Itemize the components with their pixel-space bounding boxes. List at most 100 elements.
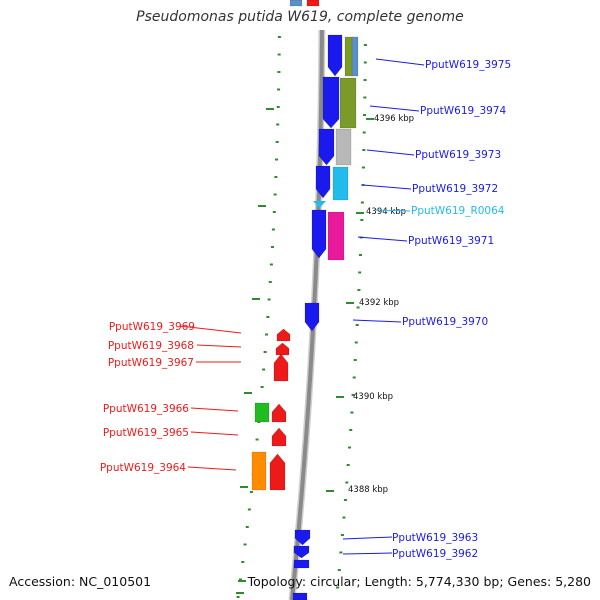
scale-tick-inner [269,263,273,266]
gene-label-leader [366,149,415,156]
gene-label: PputW619_3966 [103,403,189,415]
scale-tick-major [244,392,252,394]
scale-tick-inner [249,491,253,493]
gene-arrow [275,342,290,356]
scale-tick-outer [352,376,356,379]
scale-tick-outer [345,481,349,484]
cog-category-box [327,211,345,261]
scale-tick-inner [266,316,270,318]
gene-label: PputW619_3962 [392,548,478,560]
cog-category-box [351,36,359,77]
scale-tick-inner [274,176,278,178]
gene-label-leader [190,431,239,436]
cog-category-box [339,77,357,129]
scale-tick-inner [260,386,264,388]
scale-tick-inner [243,543,247,546]
gene-label-leader [375,58,425,66]
scale-tick-inner [273,193,277,196]
gene-label-leader [352,319,402,323]
scale-tick-outer [355,324,359,326]
scale-tick-outer [358,271,362,274]
scale-tick-inner [255,438,259,441]
scale-tick-inner [238,578,242,581]
gene-label-leader [357,236,408,242]
scale-tick-major [336,396,344,398]
scale-tick-outer [363,44,367,46]
scale-tick-outer [336,586,340,589]
gene-arrow [273,353,289,382]
scale-tick-outer [360,219,364,221]
gene-label-leader [179,325,242,334]
gene-label: PputW619_3975 [425,59,511,71]
scale-tick-inner [270,246,274,248]
scale-label: 4390 kbp [353,392,393,402]
scale-tick-outer [362,149,366,151]
gene-label: PputW619_R0064 [411,205,505,217]
scale-tick-major [258,205,266,207]
scale-tick-outer [360,201,364,204]
cog-category-box [254,402,270,423]
scale-tick-inner [275,158,279,161]
scale-tick-outer [363,61,367,64]
partial-gene-top [306,0,320,7]
scale-tick-outer [339,551,343,554]
scale-tick-outer [350,411,354,414]
gene-label-leader [362,184,412,190]
scale-tick-inner [245,526,249,528]
gene-label: PputW619_3972 [412,183,498,195]
scale-tick-outer [346,464,350,466]
partial-gene-top [289,0,303,7]
gene-arrow [271,403,287,423]
scale-tick-major [238,580,246,582]
cog-category-box [332,166,349,201]
scale-tick-outer [358,254,362,256]
scale-tick-outer [351,394,355,396]
gene-arrow [322,76,340,129]
scale-tick-major [346,302,354,304]
gene-label: PputW619_3970 [402,316,488,328]
accession-label: Accession: NC_010501 [9,574,152,589]
gene-label: PputW619_3969 [109,321,195,333]
gene-label: PputW619_3971 [408,235,494,247]
gene-label: PputW619_3968 [108,340,194,352]
scale-tick-inner [247,508,251,511]
gene-arrow [311,209,327,259]
scale-tick-outer [340,534,344,536]
scale-label: 4392 kbp [359,298,399,308]
gene-arrow [271,427,287,447]
scale-tick-inner [265,333,269,336]
gene-label-leader [342,536,393,540]
gene-arrow [327,34,343,77]
scale-tick-inner [277,88,281,91]
scale-tick-inner [276,106,280,108]
scale-tick-major [236,592,244,594]
gene-arrow [304,302,320,332]
genome-summary: Topology: circular; Length: 5,774,330 bp… [247,574,591,589]
scale-tick-outer [349,429,353,431]
gene-label: PputW619_3974 [420,105,506,117]
scale-tick-inner [275,141,279,143]
gene-label: PputW619_3973 [415,149,501,161]
scale-tick-outer [361,166,365,169]
gene-arrow [293,545,310,559]
gene-arrow [292,592,308,600]
scale-tick-outer [357,289,361,291]
scale-tick-inner [268,281,272,283]
scale-tick-inner [271,228,275,231]
gene-label-leader [190,407,239,412]
scale-tick-outer [363,96,367,99]
scale-tick-outer [363,79,367,81]
gene-arrow [293,559,310,569]
genome-title: Pseudomonas putida W619, complete genome [136,9,464,25]
scale-tick-major [326,490,334,492]
gene-label-leader [369,105,420,112]
gene-label: PputW619_3965 [103,427,189,439]
cog-category-box [251,451,267,491]
gene-label-leader [342,552,393,555]
scale-tick-outer [363,114,367,116]
scale-tick-outer [347,446,351,449]
gene-arrow [315,165,331,199]
scale-tick-outer [361,184,365,186]
gene-label: PputW619_3963 [392,532,478,544]
